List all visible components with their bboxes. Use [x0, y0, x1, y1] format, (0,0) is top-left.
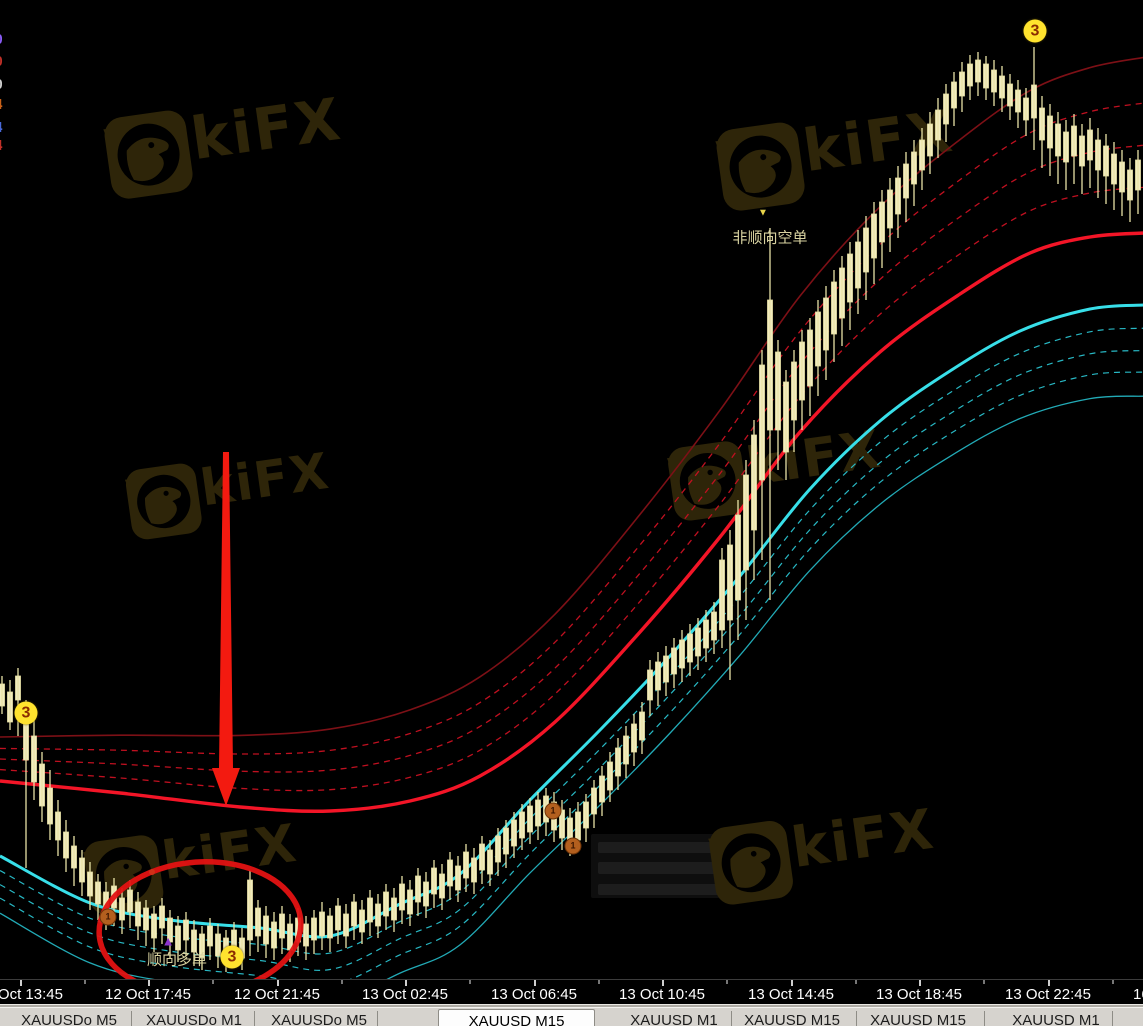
tab-separator: [131, 1011, 132, 1026]
axis-minor-tick: [598, 980, 600, 984]
tab-separator: [984, 1011, 985, 1026]
axis-minor-tick: [212, 980, 214, 984]
tab-xauusd-m1[interactable]: XAUUSD M1: [630, 1012, 718, 1026]
axis-time-label: 13 Oct 02:45: [362, 986, 448, 1003]
axis-time-label: 13 Oct 06:45: [491, 986, 577, 1003]
edge-indicator-fragment: 0: [0, 33, 3, 48]
faint-text-line: [598, 842, 748, 853]
red-down-arrow: [212, 452, 240, 806]
axis-time-label: 16 Oct 02:45: [1133, 986, 1143, 1003]
red-band-line-4: [0, 231, 1143, 813]
axis-minor-tick: [1112, 980, 1114, 984]
axis-time-label: 13 Oct 10:45: [619, 986, 705, 1003]
tab-separator: [377, 1011, 378, 1026]
axis-minor-tick: [983, 980, 985, 984]
axis-tick: [534, 980, 536, 986]
tab-xauusd-m15[interactable]: XAUUSD M15: [870, 1012, 966, 1026]
signal-3-marker: 3: [220, 945, 244, 969]
axis-tick: [405, 980, 407, 986]
axis-tick: [148, 980, 150, 986]
tab-separator: [731, 1011, 732, 1026]
trade-annotation-label: 顺向多单: [146, 951, 208, 969]
order-1-marker: 1: [99, 908, 117, 926]
edge-indicator-fragment: 4: [0, 98, 3, 113]
axis-minor-tick: [84, 980, 86, 984]
edge-indicator-fragment: 0: [0, 55, 3, 70]
red-band-line-2: [0, 144, 1143, 773]
candle-wicks: [1, 47, 1139, 972]
tab-xauusdo-m5[interactable]: XAUUSDo M5: [271, 1012, 367, 1026]
axis-tick: [791, 980, 793, 986]
axis-minor-tick: [855, 980, 857, 984]
purple-up-arrow: ▲: [161, 933, 175, 949]
tab-xauusdo-m5[interactable]: XAUUSDo M5: [21, 1012, 117, 1026]
cyan-band-line-3: [0, 371, 1143, 979]
signal-3-marker: 3: [14, 701, 38, 725]
axis-minor-tick: [341, 980, 343, 984]
cyan-band-line-4: [0, 395, 1143, 979]
window-divider: [0, 1004, 1143, 1008]
order-1-marker: 1: [564, 837, 582, 855]
red-highlight-ellipse: [96, 859, 304, 979]
tab-xauusd-m1[interactable]: XAUUSD M1: [1012, 1012, 1100, 1026]
tab-active-xauusd-m15[interactable]: XAUUSD M15: [438, 1009, 595, 1026]
cyan-band-line-1: [0, 327, 1143, 955]
chart-canvas[interactable]: [0, 0, 1143, 979]
axis-tick: [662, 980, 664, 986]
axis-time-label: 12 Oct 21:45: [234, 986, 320, 1003]
edge-indicator-fragment: 0: [0, 78, 3, 93]
red-dot-marker: [149, 869, 155, 875]
trade-annotation-label: 非顺向空单: [732, 229, 808, 247]
tab-label: XAUUSD M15: [468, 1013, 565, 1026]
tab-separator: [1112, 1011, 1113, 1026]
chart-tab-bar: XAUUSD M15 XAUUSDo M5 XAUUSDo M1 XAUUSDo M5…: [0, 1007, 1143, 1026]
order-1-marker: 1: [544, 802, 562, 820]
cyan-band-line-0: [0, 303, 1143, 939]
axis-time-label: 12 Oct 13:45: [0, 986, 63, 1003]
red-band-line-1: [0, 102, 1143, 755]
tab-separator: [856, 1011, 857, 1026]
axis-time-label: 13 Oct 14:45: [748, 986, 834, 1003]
time-axis: 12 Oct 13:45 12 Oct 17:45 12 Oct 21:45 13 O…: [0, 979, 1143, 1005]
edge-indicator-fragment: 4: [0, 121, 3, 136]
axis-time-label: 13 Oct 18:45: [876, 986, 962, 1003]
axis-minor-tick: [726, 980, 728, 984]
edge-indicator-fragment: 4: [0, 139, 3, 154]
tab-separator: [254, 1011, 255, 1026]
axis-minor-tick: [469, 980, 471, 984]
faint-text-line: [598, 884, 726, 895]
signal-3-marker: 3: [1023, 19, 1047, 43]
axis-time-label: 12 Oct 17:45: [105, 986, 191, 1003]
tab-xauusdo-m1[interactable]: XAUUSDo M1: [146, 1012, 242, 1026]
red-band-line-3: [0, 186, 1143, 792]
yellow-down-arrow: ▼: [758, 207, 768, 219]
red-band-line-0: [0, 56, 1143, 738]
axis-tick: [919, 980, 921, 986]
axis-tick: [277, 980, 279, 986]
axis-tick: [20, 980, 22, 986]
axis-tick: [1048, 980, 1050, 986]
axis-time-label: 13 Oct 22:45: [1005, 986, 1091, 1003]
tab-xauusd-m15[interactable]: XAUUSD M15: [744, 1012, 840, 1026]
